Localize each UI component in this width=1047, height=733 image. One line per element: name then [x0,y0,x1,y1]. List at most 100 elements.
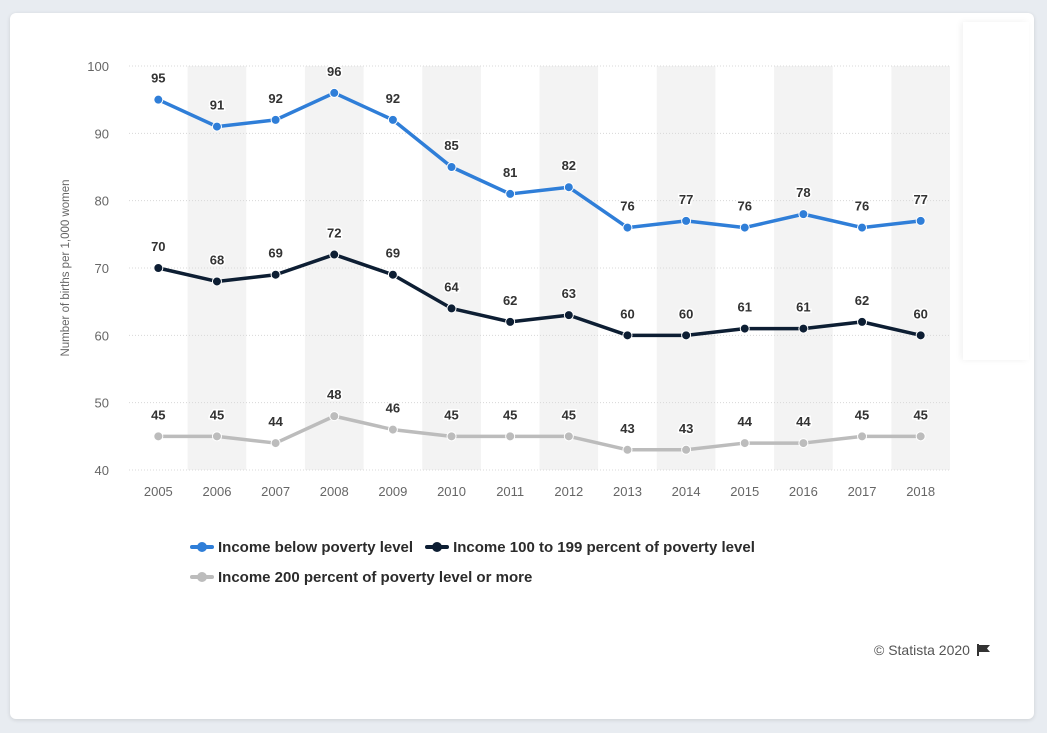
data-label: 60 [679,306,693,321]
data-label: 69 [386,246,400,261]
data-label: 44 [738,414,753,429]
data-point [739,323,750,334]
data-point [329,87,340,98]
data-point [563,431,574,442]
y-axis-title: Number of births per 1,000 women [60,179,72,356]
legend-label: Income 100 to 199 percent of poverty lev… [453,538,755,556]
data-point [622,222,633,233]
data-point [622,444,633,455]
data-point [387,269,398,280]
y-tick-label: 70 [95,261,109,276]
data-point [857,316,868,327]
chart-card [10,13,1034,719]
y-tick-label: 60 [95,328,109,343]
data-label: 45 [562,407,576,422]
data-label: 61 [796,300,810,315]
data-point [446,431,457,442]
x-tick-label: 2015 [730,484,759,499]
x-tick-label: 2007 [261,484,290,499]
data-label: 96 [327,64,341,79]
series-line [156,91,923,230]
data-point [622,330,633,341]
data-point [505,188,516,199]
data-point [739,438,750,449]
legend-label: Income 200 percent of poverty level or m… [218,568,533,586]
data-label: 60 [913,306,927,321]
data-label: 91 [210,98,224,113]
series-line [156,252,923,338]
data-label: 76 [620,199,634,214]
data-label: 92 [268,91,282,106]
flag-icon [976,644,990,656]
data-label: 81 [503,165,517,180]
data-label: 45 [151,407,165,422]
data-label: 78 [796,185,810,200]
data-point [798,209,809,220]
data-point [505,431,516,442]
data-point [329,249,340,260]
data-point [270,114,281,125]
x-tick-label: 2008 [320,484,349,499]
data-point [915,215,926,226]
legend-item-below-poverty[interactable]: Income below poverty level [190,539,413,556]
legend-swatch [190,571,214,583]
data-point [681,444,692,455]
data-point [739,222,750,233]
data-label: 48 [327,387,341,402]
data-point [387,114,398,125]
data-label: 77 [913,192,927,207]
legend-item-100-199-percent[interactable]: Income 100 to 199 percent of poverty lev… [425,539,755,556]
y-tick-label: 80 [95,194,109,209]
data-label: 72 [327,226,341,241]
data-point [153,431,164,442]
data-label: 68 [210,252,224,267]
data-point [211,121,222,132]
x-tick-label: 2011 [496,484,524,499]
x-tick-label: 2018 [906,484,935,499]
y-tick-label: 90 [95,126,109,141]
data-label: 44 [796,414,811,429]
series-line [156,414,923,452]
y-tick-label: 100 [87,59,109,74]
data-point [798,438,809,449]
column-band [656,66,716,470]
data-point [446,162,457,172]
data-label: 46 [386,401,400,416]
data-label: 61 [738,300,752,315]
data-point [211,431,222,442]
data-label: 92 [386,91,400,106]
data-point [563,182,574,193]
data-label: 45 [210,407,224,422]
data-label: 62 [503,293,517,308]
x-tick-label: 2014 [672,484,701,499]
data-point [681,215,692,226]
data-label: 77 [679,192,693,207]
legend-item-200-percent-or-more[interactable]: Income 200 percent of poverty level or m… [190,569,532,586]
x-tick-label: 2005 [144,484,173,499]
data-label: 44 [268,414,283,429]
data-label: 60 [620,306,634,321]
statista-credit[interactable]: © Statista 2020 [874,642,991,658]
legend-swatch [190,541,214,553]
data-label: 76 [855,199,869,214]
x-tick-label: 2006 [203,484,232,499]
y-tick-label: 40 [95,463,109,478]
legend-swatch [425,541,450,553]
data-point [798,323,809,334]
data-point [270,438,281,449]
legend: Income below poverty level Income 100 to… [190,532,910,592]
data-point [446,303,457,314]
data-label: 43 [679,421,693,436]
data-point [387,424,398,435]
x-tick-label: 2016 [789,484,818,499]
data-label: 45 [855,407,869,422]
data-point [857,431,868,442]
data-label: 82 [562,158,576,173]
data-point [915,330,926,341]
data-point [915,431,926,442]
y-tick-label: 50 [95,396,109,411]
data-point [681,330,692,341]
data-point [153,263,164,273]
credit-text: © Statista 2020 [874,642,970,658]
